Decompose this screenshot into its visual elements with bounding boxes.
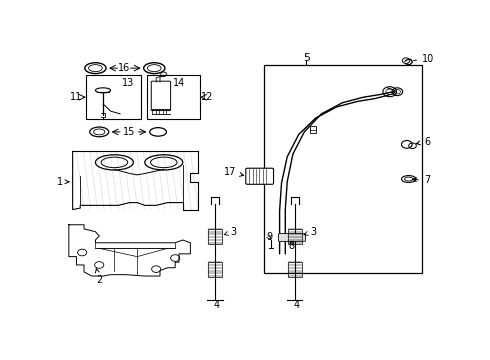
Text: 16: 16 [118, 63, 130, 73]
FancyBboxPatch shape [151, 81, 171, 111]
Text: 12: 12 [201, 92, 214, 102]
Text: 3: 3 [304, 227, 316, 237]
Text: 13: 13 [122, 78, 134, 89]
Bar [288, 229, 302, 244]
Text: 3: 3 [224, 227, 236, 237]
Text: 11: 11 [70, 92, 82, 102]
Text: 14: 14 [173, 78, 185, 89]
Bar [310, 126, 316, 133]
Text: 4: 4 [294, 300, 300, 310]
Text: 4: 4 [214, 300, 220, 310]
FancyBboxPatch shape [246, 168, 273, 184]
Text: 10: 10 [414, 54, 434, 64]
Polygon shape [69, 225, 190, 276]
Bar [208, 262, 222, 278]
FancyBboxPatch shape [278, 234, 305, 242]
Text: 7: 7 [413, 175, 430, 185]
Bar [208, 229, 222, 244]
Text: 1: 1 [57, 177, 69, 187]
Text: 6: 6 [416, 136, 430, 147]
Bar [288, 262, 302, 278]
Text: 5: 5 [303, 53, 310, 63]
Bar [147, 75, 200, 120]
Text: 8: 8 [288, 240, 294, 251]
Text: 17: 17 [223, 167, 244, 177]
Bar [265, 66, 422, 273]
Text: 9: 9 [266, 232, 272, 242]
Text: 15: 15 [122, 127, 135, 137]
Text: 2: 2 [96, 269, 102, 285]
Bar [86, 75, 141, 120]
